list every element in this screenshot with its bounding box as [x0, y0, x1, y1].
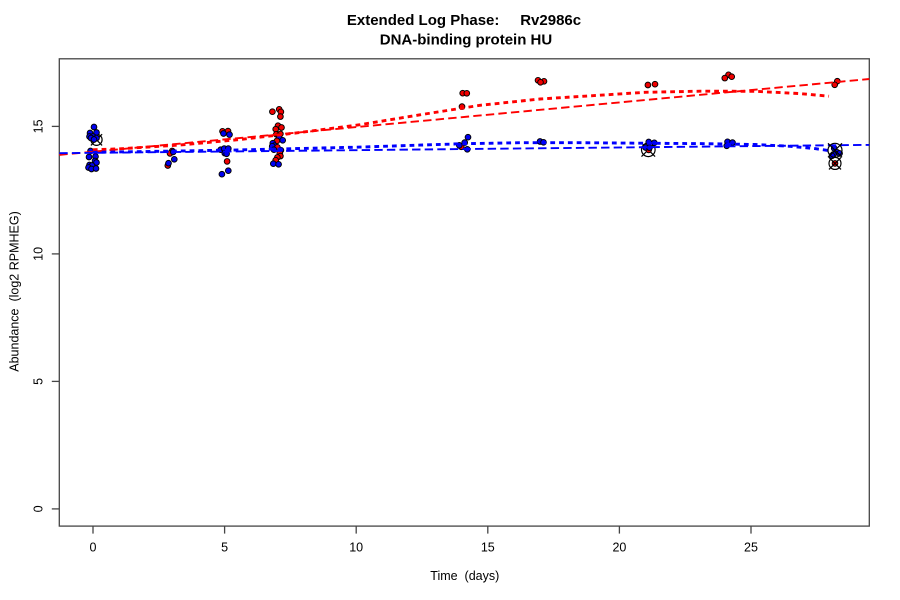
svg-text:20: 20	[612, 541, 626, 555]
svg-text:15: 15	[31, 119, 45, 133]
svg-text:Extended Log Phase: Rv2986: Extended Log Phase: Rv2986c	[347, 12, 581, 29]
svg-text:5: 5	[221, 541, 228, 555]
svg-text:5: 5	[31, 378, 45, 385]
svg-text:15: 15	[481, 541, 495, 555]
svg-text:0: 0	[90, 541, 97, 555]
svg-text:Time (days): Time (days)	[430, 569, 499, 583]
svg-text:25: 25	[744, 541, 758, 555]
svg-text:DNA-binding protein HU: DNA-binding protein HU	[380, 31, 552, 48]
svg-text:10: 10	[349, 541, 363, 555]
svg-text:10: 10	[31, 247, 45, 261]
svg-text:0: 0	[31, 505, 45, 512]
svg-text:Abundance (log2 RPMHEG): Abundance (log2 RPMHEG)	[8, 211, 22, 372]
